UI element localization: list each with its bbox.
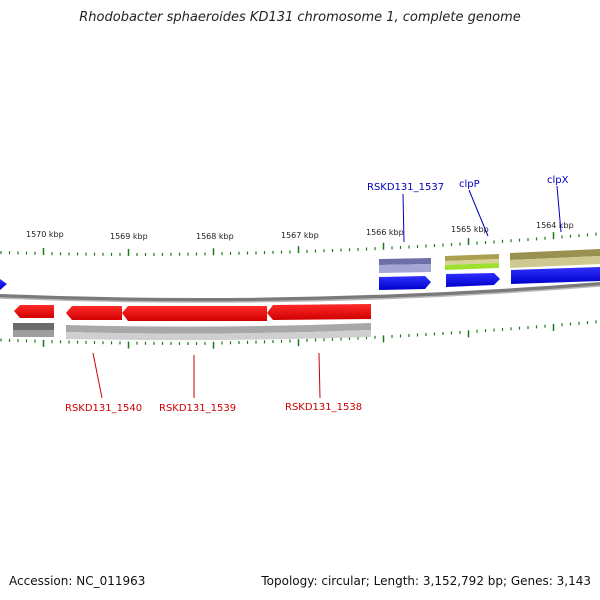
cds-arrow-rskd131-1540[interactable] xyxy=(14,305,54,318)
gene-bar-clpp[interactable] xyxy=(445,254,499,261)
gene-bar-rskd131-1540-shade xyxy=(13,330,54,337)
gene-label-clpx[interactable]: clpX xyxy=(547,175,569,186)
kbp-label: 1570 kbp xyxy=(26,230,64,239)
gene-bar-clpp-green xyxy=(445,263,499,270)
gene-label-clpp[interactable]: clpP xyxy=(459,179,480,190)
kbp-label: 1566 kbp xyxy=(366,228,404,237)
gene-label-rskd131-1538[interactable]: RSKD131_1538 xyxy=(285,402,362,413)
gene-label-rskd131-1540[interactable]: RSKD131_1540 xyxy=(65,403,142,414)
cds-arrow-rskd131-1539-part[interactable] xyxy=(66,306,122,320)
gene-bar-rskd131-1537-shade xyxy=(379,264,431,273)
leader-line-rskd131-1538 xyxy=(318,352,321,399)
cds-arrow-rskd131-1539[interactable] xyxy=(122,306,267,321)
upper-tick-marks xyxy=(0,232,597,256)
kbp-label: 1565 kbp xyxy=(451,225,489,234)
gene-bar-rskd131-1539 xyxy=(66,323,371,334)
leader-line-clpx xyxy=(556,185,562,233)
gene-bar-clpx-shade xyxy=(510,256,600,268)
genome-backbone-highlight xyxy=(0,285,600,303)
kbp-label: 1569 kbp xyxy=(110,232,148,241)
leader-line-clpp xyxy=(468,189,489,237)
gene-bar-rskd131-1537[interactable] xyxy=(379,258,431,265)
genome-summary-text: Topology: circular; Length: 3,152,792 bp… xyxy=(261,574,591,588)
map-title: Rhodobacter sphaeroides KD131 chromosome… xyxy=(79,10,521,25)
leader-line-rskd131-1540 xyxy=(92,352,103,399)
cds-arrow-forward[interactable] xyxy=(0,279,7,290)
cds-arrow-clpp[interactable] xyxy=(446,273,500,287)
cds-arrow-clpx[interactable] xyxy=(511,267,600,284)
genome-backbone xyxy=(0,282,600,302)
leader-line-rskd131-1537 xyxy=(402,193,405,243)
kbp-label: 1567 kbp xyxy=(281,231,319,240)
kbp-label: 1564 kbp xyxy=(536,221,574,230)
lower-tick-marks xyxy=(0,320,597,349)
cds-arrow-rskd131-1537[interactable] xyxy=(379,276,431,290)
accession-text: Accession: NC_011963 xyxy=(9,574,146,588)
gene-bar-rskd131-1540 xyxy=(13,323,54,330)
gene-bar-clpx[interactable] xyxy=(510,249,600,260)
cds-arrow-rskd131-1538[interactable] xyxy=(267,304,371,320)
gene-label-rskd131-1539[interactable]: RSKD131_1539 xyxy=(159,403,236,414)
gene-bar-rskd131-1539-shade xyxy=(66,330,371,341)
kbp-label: 1568 kbp xyxy=(196,232,234,241)
gene-label-rskd131-1537[interactable]: RSKD131_1537 xyxy=(367,182,444,193)
